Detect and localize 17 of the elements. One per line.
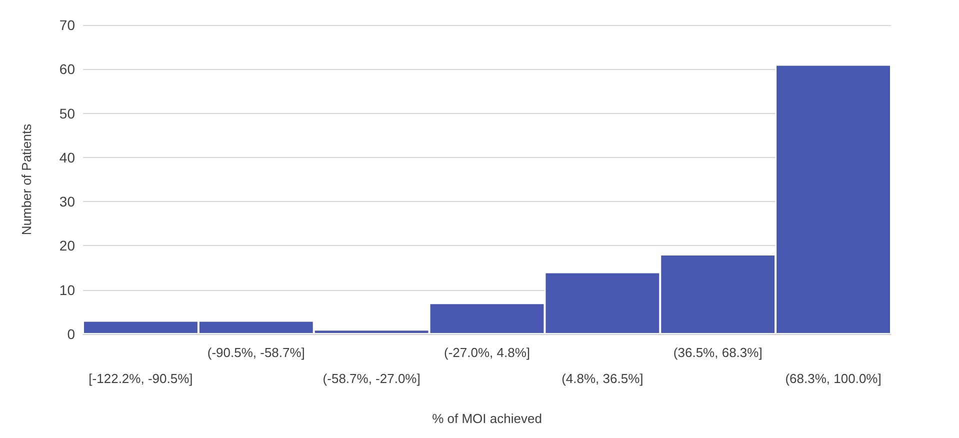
y-tick-label: 70 [59,17,76,33]
y-axis-title: Number of Patients [19,123,34,236]
x-tick-label: (4.8%, 36.5%] [562,371,644,386]
y-tick-label: 40 [59,149,76,166]
x-axis-title: % of MOI achieved [432,411,542,426]
y-tick-label: 50 [59,105,76,122]
y-tick-label: 0 [67,326,76,342]
x-tick-label: (-27.0%, 4.8%] [444,345,530,360]
x-tick-label: (36.5%, 68.3%] [673,345,762,360]
y-tick-label: 10 [59,282,76,298]
x-tick-label: (-90.5%, -58.7%] [207,345,305,360]
x-tick-label: [-122.2%, -90.5%] [88,371,193,386]
y-tick-label: 30 [59,194,76,210]
y-tick-label: 60 [59,61,76,78]
x-tick-label: (-58.7%, -27.0%] [322,371,420,386]
y-tick-label: 20 [59,238,76,254]
x-tick-label: (68.3%, 100.0%] [785,371,882,386]
